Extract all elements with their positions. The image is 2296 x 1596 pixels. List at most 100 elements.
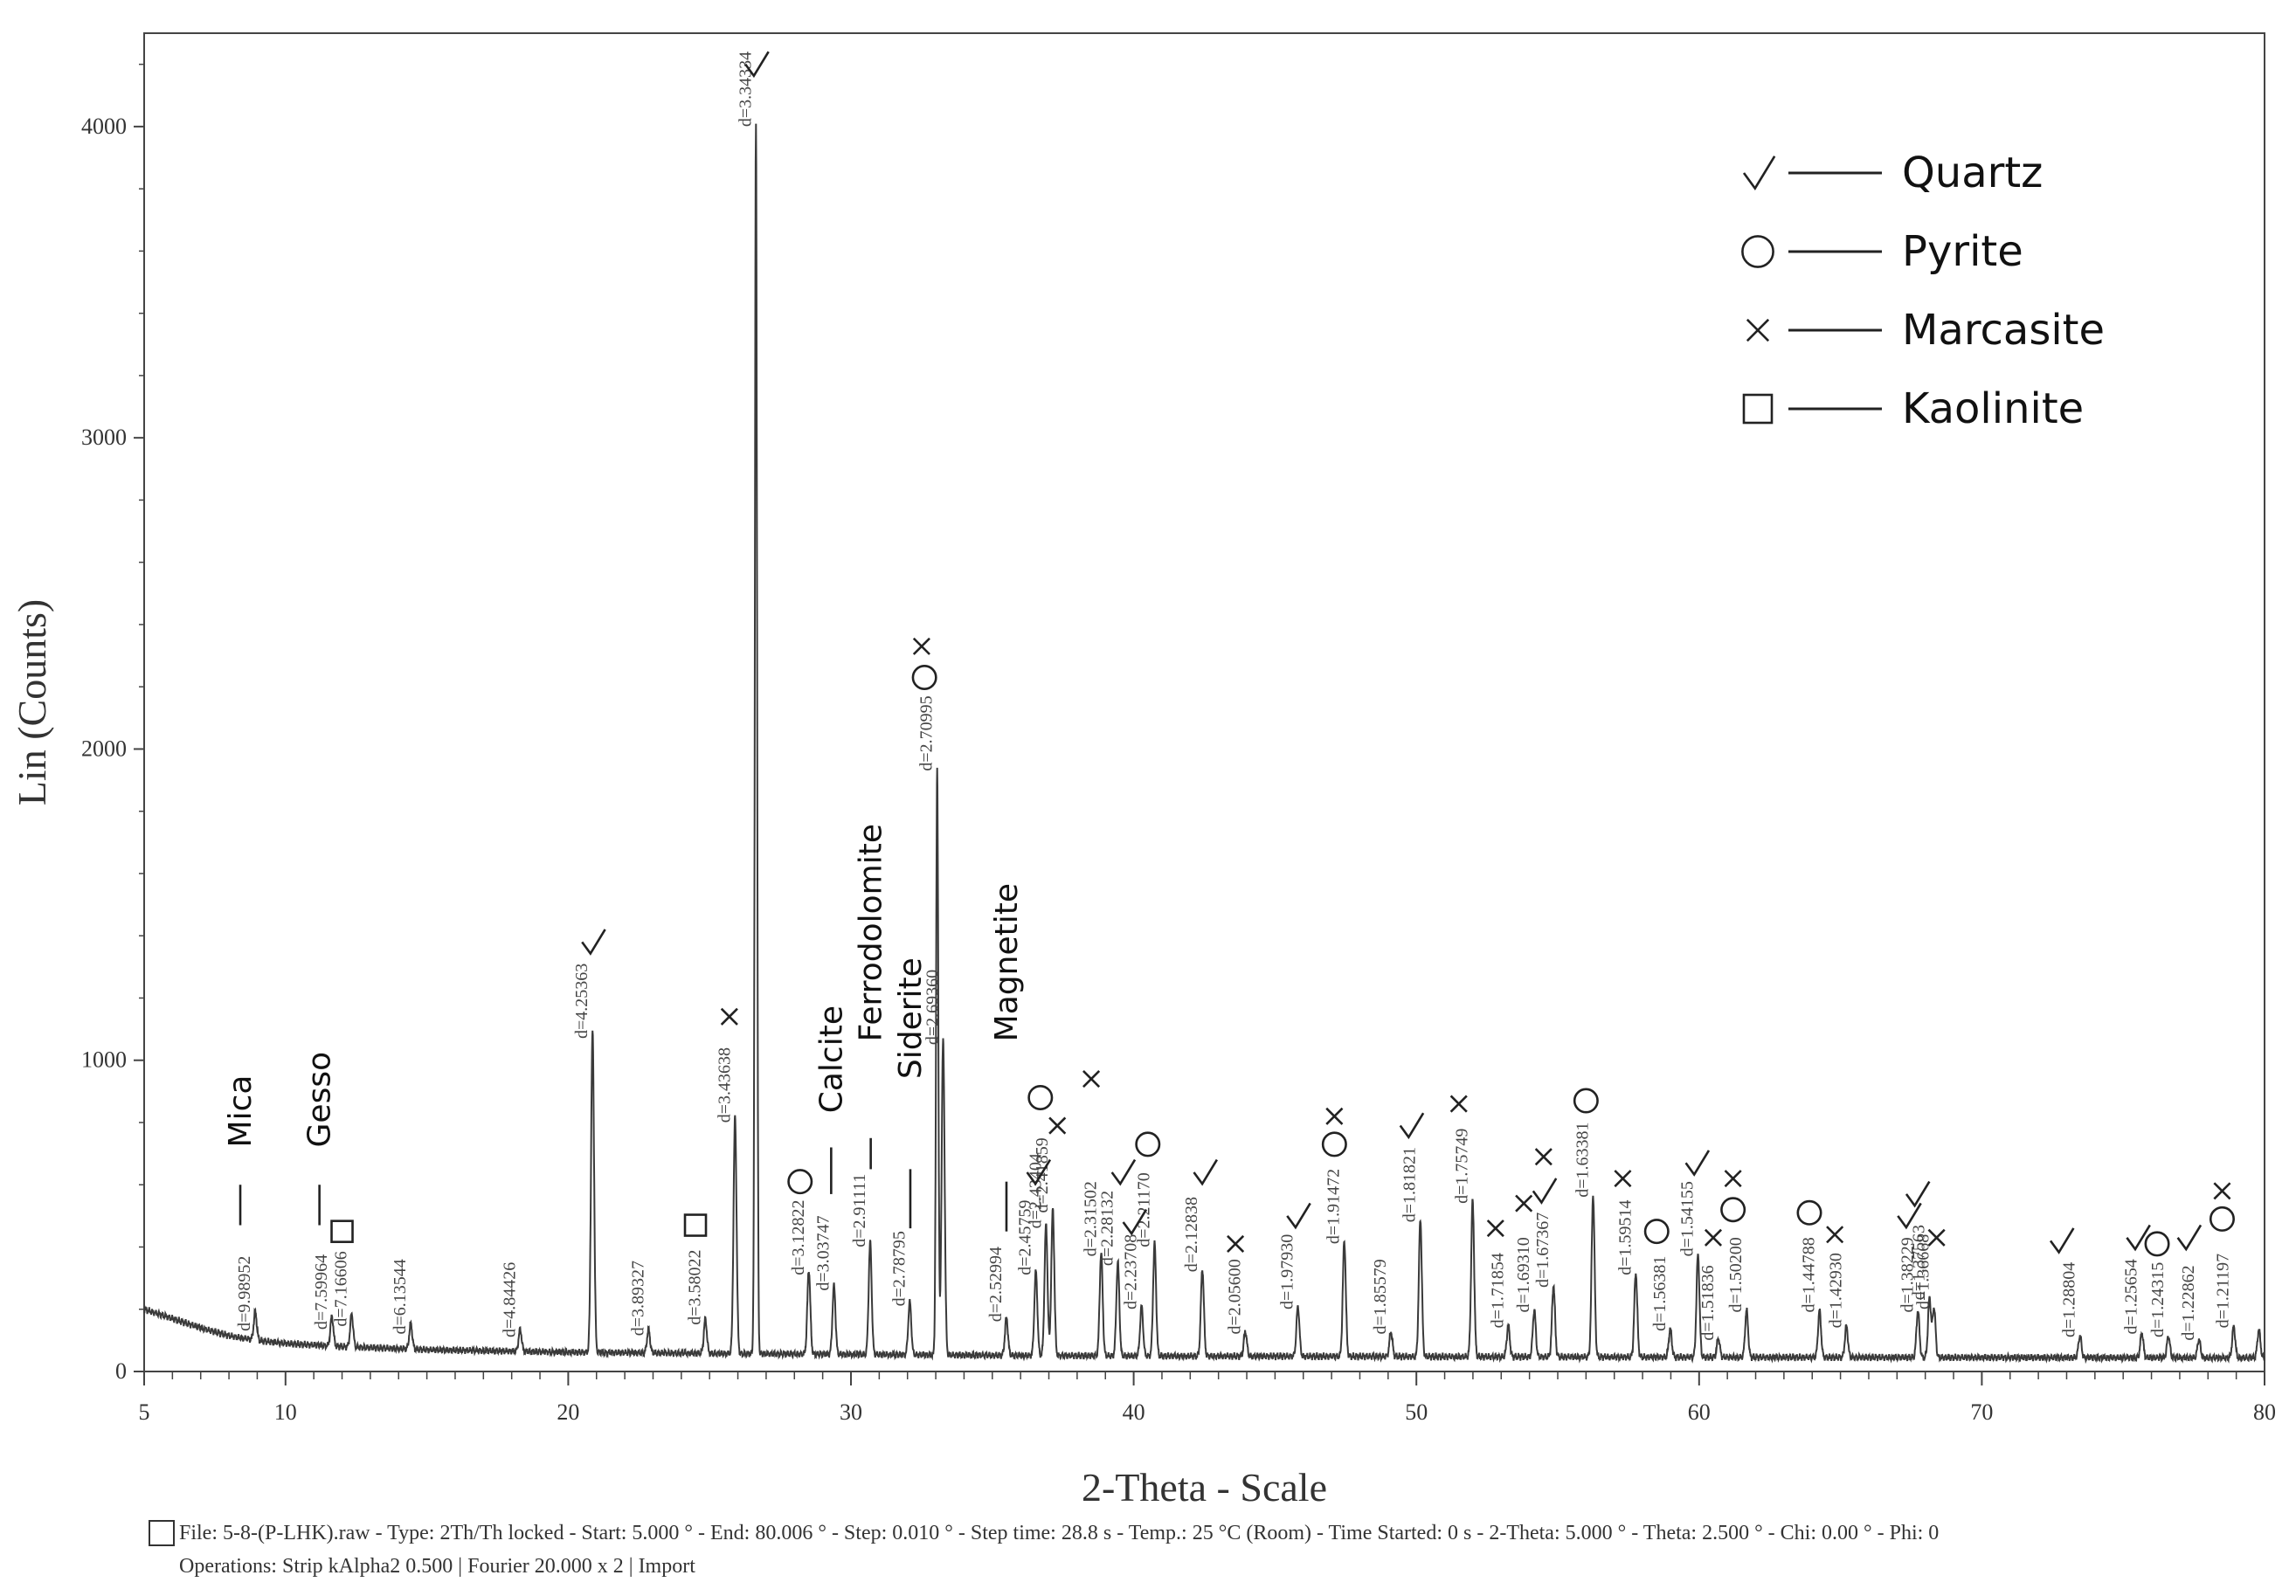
- x-tick-label: 5: [139, 1399, 150, 1425]
- peak-label: d=7.16606: [332, 1251, 351, 1326]
- marcasite-cross-icon: [1449, 1095, 1468, 1113]
- y-tick-label: 2000: [81, 736, 127, 761]
- pyrite-circle-icon: [2209, 1206, 2235, 1232]
- quartz-check-icon: [2126, 1224, 2151, 1252]
- pyrite-circle-icon: [1796, 1199, 1822, 1226]
- kaolinite-square-icon: [683, 1213, 708, 1237]
- pyrite-circle-icon: [787, 1169, 813, 1195]
- peak-label: d=1.54155: [1678, 1181, 1698, 1256]
- peak-label: d=2.28132: [1097, 1191, 1117, 1266]
- quartz-check-icon: [1532, 1178, 1558, 1205]
- peak-label: d=1.63381: [1573, 1122, 1592, 1197]
- peak-label: d=1.97930: [1278, 1234, 1297, 1309]
- x-axis-label: 2-Theta - Scale: [1082, 1465, 1327, 1510]
- marcasite-cross-icon: [1724, 1170, 1742, 1188]
- peak-label: d=1.56381: [1650, 1256, 1670, 1331]
- pyrite-circle-icon: [1720, 1197, 1746, 1223]
- pyrite-circle-icon: [1741, 235, 1774, 268]
- marcasite-cross-icon: [2213, 1182, 2231, 1200]
- peak-label: d=1.75749: [1453, 1129, 1472, 1204]
- peak-label: d=2.91111: [850, 1174, 869, 1247]
- phase-markers: [330, 51, 2235, 1257]
- peak-label: d=3.12822: [789, 1200, 808, 1275]
- marcasite-cross-icon: [1826, 1226, 1844, 1244]
- marcasite-cross-icon: [1227, 1234, 1245, 1253]
- marcasite-cross-icon: [1704, 1228, 1723, 1247]
- x-tick-label: 20: [557, 1399, 579, 1425]
- x-tick-label: 70: [1970, 1399, 1993, 1425]
- peak-label: d=1.42930: [1826, 1253, 1845, 1328]
- quartz-check-icon: [1399, 1112, 1425, 1140]
- quartz-check-icon: [1286, 1202, 1311, 1230]
- peak-label: d=7.59964: [312, 1254, 331, 1330]
- plot-frame: [143, 32, 2265, 1372]
- peak-label: d=4.25363: [572, 964, 591, 1039]
- peak-label: d=2.12838: [1182, 1197, 1201, 1272]
- peak-label: d=1.44788: [1800, 1237, 1819, 1312]
- marcasite-cross-icon: [720, 1007, 738, 1026]
- quartz-check-icon: [581, 929, 606, 956]
- pyrite-circle-icon: [2144, 1231, 2170, 1257]
- peak-label: d=2.43404: [1026, 1153, 1045, 1228]
- legend-label: Kaolinite: [1902, 384, 2084, 433]
- peak-label: d=1.36668: [1914, 1234, 1933, 1309]
- legend-entry: Quartz: [1742, 149, 2043, 197]
- peak-label: d=2.78795: [889, 1231, 909, 1306]
- mineral-label: Magnetite: [989, 883, 1025, 1041]
- mineral-label: Calcite: [813, 1005, 849, 1113]
- pyrite-circle-icon: [1027, 1084, 1054, 1110]
- peak-label: d=9.98952: [235, 1256, 254, 1331]
- peak-label: d=2.31502: [1081, 1181, 1100, 1256]
- y-tick-label: 1000: [81, 1047, 127, 1073]
- marcasite-cross-icon: [1927, 1228, 1946, 1247]
- peak-label: d=6.13544: [391, 1259, 410, 1334]
- y-axis-label: Lin (Counts): [10, 599, 54, 805]
- peak-label: d=2.23708: [1122, 1234, 1141, 1309]
- peak-label: d=2.70995: [917, 695, 937, 770]
- mineral-label: Siderite: [893, 957, 929, 1079]
- legend-label: Marcasite: [1902, 306, 2105, 355]
- quartz-check-icon: [1905, 1180, 1931, 1208]
- x-tick-label: 30: [840, 1399, 862, 1425]
- footer-operations: Operations: Strip kAlpha2 0.500 | Fourie…: [179, 1555, 695, 1578]
- quartz-check-icon: [744, 51, 770, 79]
- legend-label: Pyrite: [1902, 227, 2023, 276]
- mineral-label: Mica: [223, 1075, 259, 1148]
- peak-label: d=1.81821: [1400, 1147, 1420, 1222]
- peak-label: d=1.28804: [2060, 1262, 2079, 1337]
- peak-label: d=2.52994: [986, 1247, 1006, 1322]
- peak-label: d=3.89327: [628, 1261, 647, 1336]
- y-tick-label: 3000: [81, 425, 127, 450]
- peak-label: d=3.43638: [715, 1047, 734, 1123]
- x-tick-label: 40: [1123, 1399, 1145, 1425]
- y-tick-label: 0: [115, 1358, 127, 1384]
- y-axis: 0 1000 2000 3000 4000: [81, 63, 144, 1384]
- kaolinite-square-icon: [330, 1219, 354, 1243]
- quartz-check-icon: [1193, 1158, 1219, 1186]
- mineral-label: Gesso: [302, 1052, 338, 1148]
- peak-label: d=4.84426: [500, 1262, 519, 1337]
- peak-label: d=2.45759: [1016, 1200, 1035, 1275]
- peak-label: d=1.38229: [1898, 1237, 1917, 1312]
- legend-label: Quartz: [1902, 149, 2043, 197]
- marcasite-cross-icon: [1614, 1170, 1632, 1188]
- peak-label: d=1.50200: [1726, 1237, 1746, 1312]
- pyrite-circle-icon: [1573, 1088, 1599, 1114]
- peak-label: d=3.34334: [736, 52, 755, 127]
- legend-entry: Kaolinite: [1742, 384, 2084, 433]
- peak-label: d=1.71854: [1488, 1253, 1507, 1328]
- peak-label: d=2.05600: [1225, 1259, 1244, 1334]
- x-tick-label: 60: [1688, 1399, 1711, 1425]
- peak-label: d=2.41859: [1033, 1137, 1052, 1213]
- quartz-check-icon: [2176, 1224, 2203, 1252]
- peak-label: d=1.59514: [1615, 1200, 1635, 1275]
- pyrite-circle-icon: [1321, 1131, 1347, 1157]
- x-tick-label: 50: [1405, 1399, 1428, 1425]
- peak-label: d=2.69360: [923, 970, 942, 1045]
- quartz-check-icon: [1742, 155, 1776, 190]
- diffraction-pattern-line: [143, 123, 2265, 1365]
- peak-label: d=1.91472: [1324, 1169, 1344, 1244]
- peak-label: d=1.67367: [1533, 1213, 1553, 1288]
